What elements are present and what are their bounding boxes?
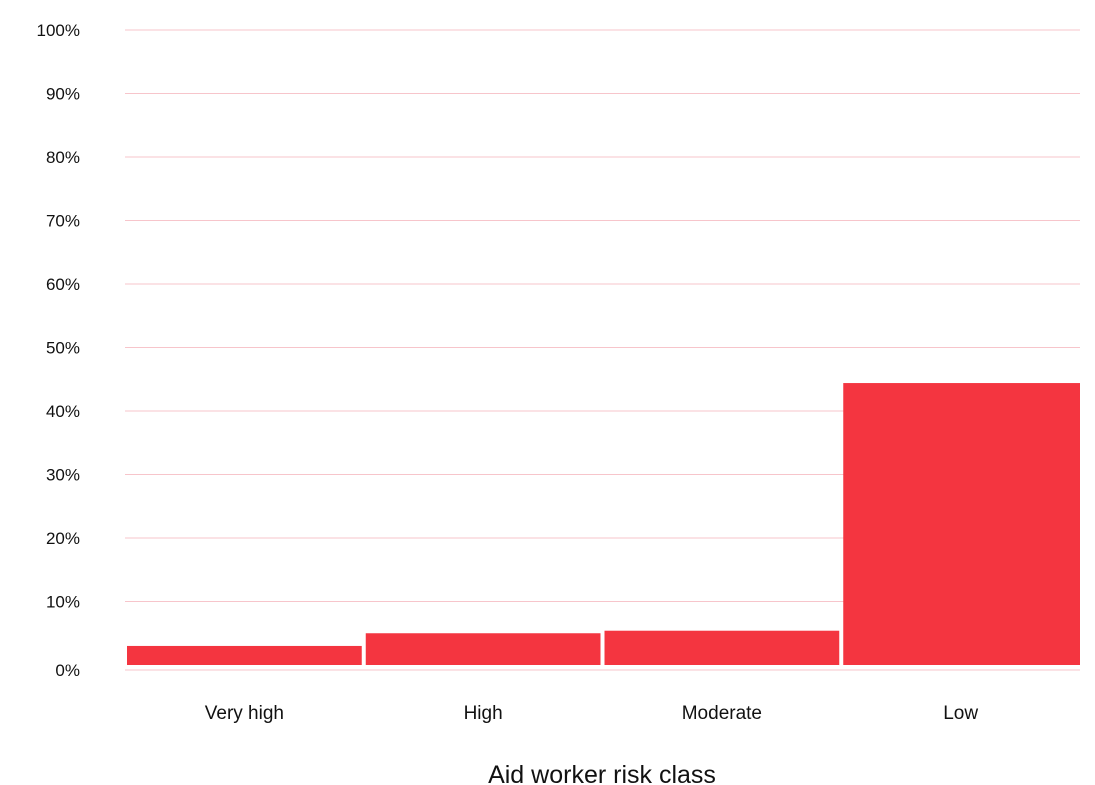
y-tick-label: 80% xyxy=(46,148,80,167)
bar-low xyxy=(843,383,1080,665)
x-category-label: Moderate xyxy=(682,703,762,724)
x-axis-title: Aid worker risk class xyxy=(488,761,716,785)
y-tick-label: 40% xyxy=(46,402,80,421)
y-tick-label: 20% xyxy=(46,529,80,548)
y-tick-label: 30% xyxy=(46,466,80,485)
y-tick-label: 60% xyxy=(46,275,80,294)
x-category-label: Low xyxy=(943,703,978,724)
bar-very-high xyxy=(127,645,362,665)
x-axis-category-labels: Very high High Moderate Low xyxy=(205,703,979,724)
y-tick-label: 50% xyxy=(46,339,80,358)
x-category-label: High xyxy=(464,703,503,724)
bars xyxy=(127,383,1080,665)
x-category-label: Very high xyxy=(205,703,284,724)
y-tick-label: 0% xyxy=(55,661,80,680)
y-axis-tick-labels: 0% 10% 20% 30% 40% 50% 60% 70% 80% 90% 100% xyxy=(37,21,80,680)
y-tick-label: 10% xyxy=(46,593,80,612)
y-tick-label: 70% xyxy=(46,212,80,231)
bar-moderate xyxy=(604,630,840,665)
y-tick-label: 90% xyxy=(46,85,80,104)
gridlines xyxy=(125,29,1080,671)
bar-high xyxy=(365,633,601,665)
y-tick-label: 100% xyxy=(37,21,80,40)
